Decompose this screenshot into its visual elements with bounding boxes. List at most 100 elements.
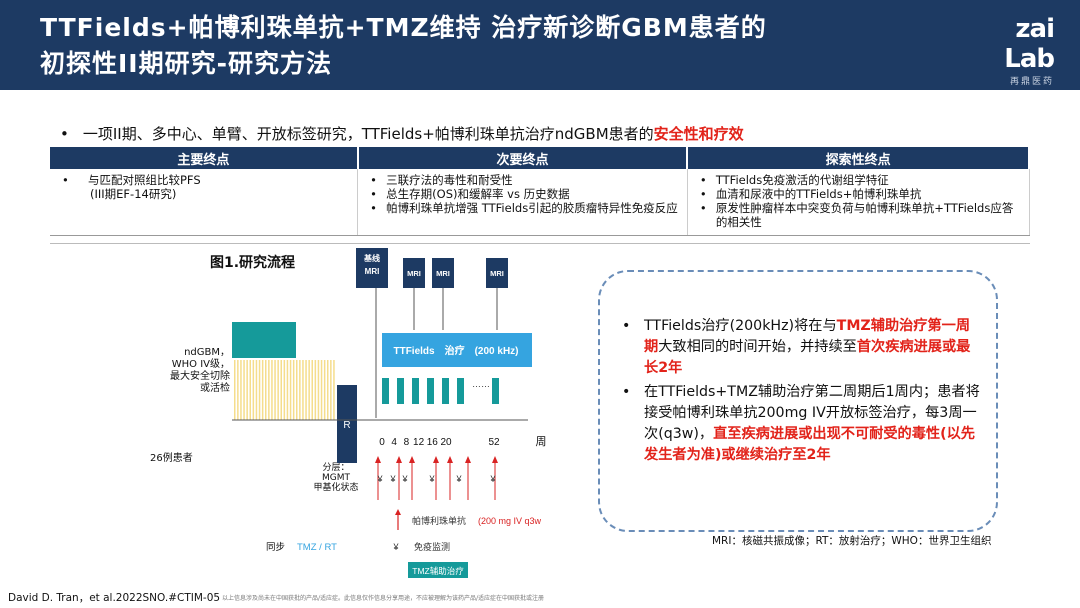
strat-line: 分层： — [322, 463, 350, 473]
randomization-box — [337, 385, 357, 463]
tmz-cycle-bar — [382, 378, 389, 404]
patient-desc-line: ndGBM， — [184, 347, 230, 358]
header-bar: TTFields+帕博利珠单抗+TMZ维持 治疗新诊断GBM患者的 初探性II期… — [0, 0, 1080, 90]
callout-highlight: 直至疾病进展或出现不可耐受的毒性(以先发生者为准)或继续治疗至2年 — [644, 426, 975, 463]
zai-lab-logo: zai Lab 再鼎医药 — [958, 14, 1055, 87]
logo-text: zai Lab — [1004, 14, 1055, 74]
week-tick-label: 20 — [440, 437, 452, 448]
primary-item: 与匹配对照组比较PFS — [58, 173, 349, 187]
rt-stripe — [314, 360, 317, 420]
immune-mark: ¥ — [376, 474, 383, 484]
rt-stripe — [237, 360, 239, 420]
intro-bullet: • 一项II期、多中心、单臂、开放标签研究，TTFields+帕博利珠单抗治疗nd… — [60, 124, 744, 144]
tmz-cycle-bar — [442, 378, 449, 404]
callout-text: TTFields治疗(200kHz)将在与 — [644, 318, 837, 334]
week-tick-label: 8 — [404, 437, 410, 448]
rt-stripe — [283, 360, 286, 420]
cycle-ellipsis: …… — [472, 379, 490, 389]
mri-label: MRI — [436, 269, 450, 278]
callout-text: 在TTFields+TMZ辅助治疗第二周期后1周内；患者将接受帕博利珠单抗200… — [644, 384, 980, 442]
primary-note: (III期EF-14研究) — [90, 187, 177, 201]
rt-stripe — [308, 360, 310, 420]
pembro-arrowhead — [409, 456, 415, 463]
pembro-arrowhead — [396, 456, 402, 463]
title-line-1: TTFields+帕博利珠单抗+TMZ维持 治疗新诊断GBM患者的 — [40, 13, 767, 42]
tmz-cycle-bar — [397, 378, 404, 404]
intro-text: 一项II期、多中心、单臂、开放标签研究，TTFields+帕博利珠单抗治疗ndG… — [82, 125, 654, 143]
rt-stripe — [277, 360, 279, 420]
pembro-arrowhead — [465, 456, 471, 463]
header-primary: 主要终点 — [50, 147, 359, 169]
exploratory-cell: TTFields免疫激活的代谢组学特征 血清和尿液中的TTFields+帕博利珠… — [687, 169, 1030, 236]
mri-label: MRI — [490, 269, 504, 278]
header-secondary: 次要终点 — [357, 147, 689, 169]
patient-desc-line: 或活检 — [200, 383, 230, 394]
tmz-cycle-bar — [457, 378, 464, 404]
callout-box: TTFields治疗(200kHz)将在与TMZ辅助治疗第一周期大致相同的时间开… — [598, 270, 998, 532]
strat-line: 甲基化状态 — [313, 483, 359, 493]
tmz-cycle-bar — [427, 378, 434, 404]
rt-stripe — [330, 360, 332, 420]
callout-text: 大致相同的时间开始，并持续至 — [658, 339, 857, 355]
legend-immune-mark: ¥ — [392, 542, 399, 552]
patient-desc-line: 最大安全切除 — [170, 371, 230, 382]
ttfields-bar — [382, 333, 532, 367]
rt-stripe — [243, 360, 245, 420]
baseline-mri-line1: 基线 — [363, 253, 380, 263]
immune-mark: ¥ — [455, 474, 462, 484]
secondary-cell: 三联疗法的毒性和耐受性 总生存期(OS)和缓解率 vs 历史数据 帕博利珠单抗增… — [357, 169, 688, 236]
legend-immune-label: 免疫监测 — [414, 541, 450, 552]
rt-stripe — [292, 360, 295, 420]
week-tick-label: 0 — [379, 437, 385, 448]
bullet-dot: • — [60, 125, 69, 143]
mri-box-3 — [486, 258, 508, 288]
pembro-arrowhead — [433, 456, 439, 463]
disclaimer: 以上信息涉及尚未在中国获批的产品/适应症。此信息仅作信息分享用途，不应被理解为该… — [222, 595, 545, 602]
legend-tmz-swatch — [408, 562, 468, 578]
rt-stripe — [323, 360, 326, 420]
rt-stripe — [249, 360, 251, 420]
sync-value: TMZ / RT — [297, 542, 337, 553]
logo-subtext: 再鼎医药 — [1009, 77, 1054, 87]
rt-stripe — [255, 360, 258, 420]
rt-stripe — [268, 360, 270, 420]
pembro-arrowhead — [447, 456, 453, 463]
tmz-cycle-bar — [412, 378, 419, 404]
rt-stripe — [299, 360, 301, 420]
week-tick-label: 4 — [391, 437, 397, 448]
tmz-rt-teal-bar — [232, 322, 296, 358]
rt-stripes — [234, 360, 335, 420]
rt-stripe — [280, 360, 282, 420]
week-ticks: 0 4 8 12 16 20 52 — [379, 437, 500, 448]
secondary-item: 三联疗法的毒性和耐受性 — [366, 173, 679, 187]
baseline-mri-box — [356, 248, 388, 288]
rt-stripe — [252, 360, 255, 420]
week-tick-label: 52 — [488, 437, 500, 448]
separator-line — [50, 243, 1030, 244]
legend-tmz-label: TMZ辅助治疗 — [412, 566, 464, 576]
rt-stripe — [296, 360, 298, 420]
immune-mark: ¥ — [389, 474, 396, 484]
immune-mark: ¥ — [489, 474, 496, 484]
strat-line: MGMT — [321, 473, 350, 483]
pembrolizumab-arrows — [375, 456, 498, 500]
randomization-label: R — [343, 420, 350, 431]
rt-stripe — [234, 360, 236, 420]
stratification-label: 分层： MGMT 甲基化状态 — [306, 463, 366, 493]
abbreviation-footnote: MRI：核磁共振成像；RT：放射治疗；WHO：世界卫生组织 — [712, 535, 992, 547]
patient-count: 26例患者 — [150, 453, 193, 464]
rt-stripe — [261, 360, 264, 420]
pembro-arrowhead — [375, 456, 381, 463]
rt-stripe — [271, 360, 273, 420]
title-line-2: 初探性II期研究-研究方法 — [40, 49, 332, 78]
primary-cell: 与匹配对照组比较PFS (III期EF-14研究) — [50, 169, 359, 236]
rt-stripe — [320, 360, 323, 420]
rt-stripe — [246, 360, 248, 420]
immune-mark: ¥ — [401, 474, 408, 484]
tmz-cycle-bar — [492, 378, 499, 404]
sync-label: 同步 — [266, 542, 285, 553]
patient-description: ndGBM， WHO IV级， 最大安全切除 或活检 — [130, 347, 230, 395]
exploratory-item: 血清和尿液中的TTFields+帕博利珠单抗 — [696, 187, 1021, 201]
study-flow-diagram: R 基线 MRI MRI MRI MRI TTFields 治疗 (200 kH… — [232, 248, 547, 578]
